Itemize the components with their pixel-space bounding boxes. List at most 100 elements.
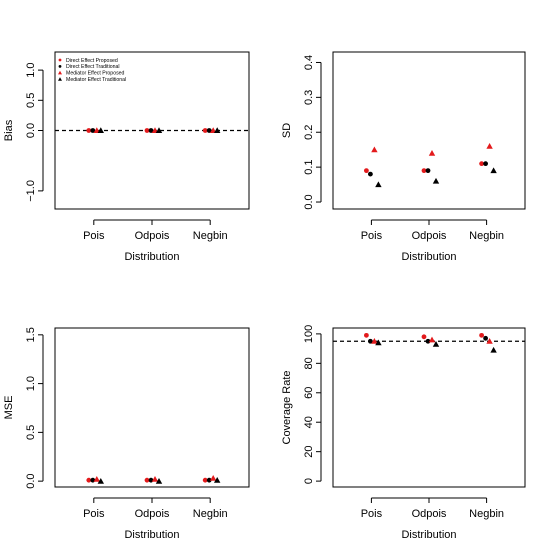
point-mediator-effect-traditional [97,477,104,484]
y-tick-label: 0.4 [303,55,315,70]
point-mediator-effect-traditional [432,177,440,184]
point-mediator-effect-traditional [214,476,221,483]
x-axis-title: Distribution [124,251,179,263]
point-mediator-effect-proposed [371,338,378,344]
point-direct-effect-traditional [483,161,488,167]
y-axis-title: Coverage Rate [281,371,293,445]
panel-4: 0 20 40 60 80 100 Pois Odpois Negbin Distribution… [281,325,526,541]
point-direct-effect-proposed [202,128,208,133]
x-tick-label: Odpois [412,508,447,520]
point-mediator-effect-traditional [375,181,382,188]
x-axis-title: Distribution [124,529,179,541]
x-axis-title: Distribution [401,529,456,541]
point-mediator-effect-traditional [432,340,440,347]
point-direct-effect-traditional [90,128,96,133]
point-mediator-effect-proposed [93,475,100,482]
y-tick-label: 0.0 [25,123,37,138]
point-direct-effect-traditional [425,168,431,174]
point-direct-effect-proposed [144,128,150,133]
y-tick-label: 0 [303,478,315,484]
plot-frame [332,51,526,210]
y-tick-label: 20 [303,446,315,458]
x-tick-label: Negbin [193,230,228,242]
y-tick-label: 1.5 [25,327,37,342]
point-mediator-effect-traditional [375,339,382,346]
point-direct-effect-traditional [425,338,431,344]
point-mediator-effect-proposed [428,336,436,343]
y-tick-label: −1.0 [25,180,37,202]
point-direct-effect-traditional [368,171,373,177]
y-tick-label: 0.5 [25,425,37,440]
x-tick-label: Pois [361,230,383,242]
y-tick-label: 0.3 [303,90,315,105]
point-direct-effect-proposed [86,477,92,483]
point-direct-effect-proposed [86,128,92,133]
point-direct-effect-traditional [148,128,154,133]
point-mediator-effect-traditional [490,167,497,174]
x-tick-label: Odpois [135,508,170,520]
y-axis-title: Bias [3,119,15,141]
y-tick-label: 1.0 [25,376,37,391]
point-mediator-effect-traditional [490,346,497,353]
point-mediator-effect-proposed [210,475,217,481]
legend-marker [58,77,62,81]
point-direct-effect-proposed [144,477,150,483]
point-direct-effect-traditional [206,477,212,483]
plot-frame [54,327,250,488]
point-mediator-effect-proposed [486,338,493,344]
point-direct-effect-proposed [202,477,208,483]
x-tick-label: Odpois [412,230,447,242]
y-axis-title: MSE [3,396,15,420]
legend-label: Direct Effect Proposed [66,58,118,64]
y-tick-label: 80 [303,357,315,369]
point-mediator-effect-proposed [428,149,436,156]
x-tick-label: Negbin [469,230,504,242]
point-mediator-effect-traditional [97,127,104,134]
point-mediator-effect-traditional [155,127,163,134]
y-tick-label: 40 [303,416,315,428]
panel-1: −1.0 0.0 0.5 1.0 Pois Odpois Negbin Distributio… [3,51,250,263]
point-mediator-effect-proposed [371,146,378,153]
y-tick-label: 0.0 [25,473,37,488]
y-tick-label: 0.0 [303,194,315,209]
point-direct-effect-proposed [364,332,369,338]
point-direct-effect-proposed [479,332,484,338]
point-mediator-effect-proposed [151,475,159,482]
legend-label: Mediator Effect Traditional [66,77,126,83]
point-direct-effect-traditional [206,128,212,133]
y-tick-label: 1.0 [25,62,37,77]
panel-3: 0.0 0.5 1.0 1.5 Pois Odpois Negbin Distribution… [3,327,250,541]
point-direct-effect-traditional [148,477,154,483]
y-tick-label: 0.1 [303,159,315,174]
legend-label: Mediator Effect Proposed [66,71,125,77]
point-mediator-effect-traditional [155,477,163,484]
point-mediator-effect-traditional [214,127,221,134]
y-tick-label: 100 [303,325,315,343]
point-direct-effect-proposed [364,168,369,174]
point-direct-effect-proposed [479,161,484,167]
x-tick-label: Pois [83,230,105,242]
panel-2: 0.0 0.1 0.2 0.3 0.4 Pois Odpois Negbin Distribut… [281,51,526,263]
point-direct-effect-proposed [421,168,427,174]
point-direct-effect-traditional [90,477,96,483]
x-tick-label: Pois [83,508,105,520]
point-direct-effect-traditional [368,338,373,344]
x-tick-label: Pois [361,508,383,520]
legend-marker [58,58,62,62]
y-axis-title: SD [281,123,293,138]
y-tick-label: 60 [303,387,315,399]
y-tick-label: 0.2 [303,125,315,140]
legend-marker [58,70,62,75]
point-mediator-effect-proposed [210,127,217,134]
point-direct-effect-traditional [483,335,488,341]
x-tick-label: Negbin [193,508,228,520]
x-axis-title: Distribution [401,251,456,263]
point-direct-effect-proposed [421,334,427,340]
point-mediator-effect-proposed [486,143,493,149]
x-tick-label: Negbin [469,508,504,520]
plot-frame [332,327,526,488]
y-tick-label: 0.5 [25,93,37,108]
legend-label: Direct Effect Traditional [66,64,120,70]
